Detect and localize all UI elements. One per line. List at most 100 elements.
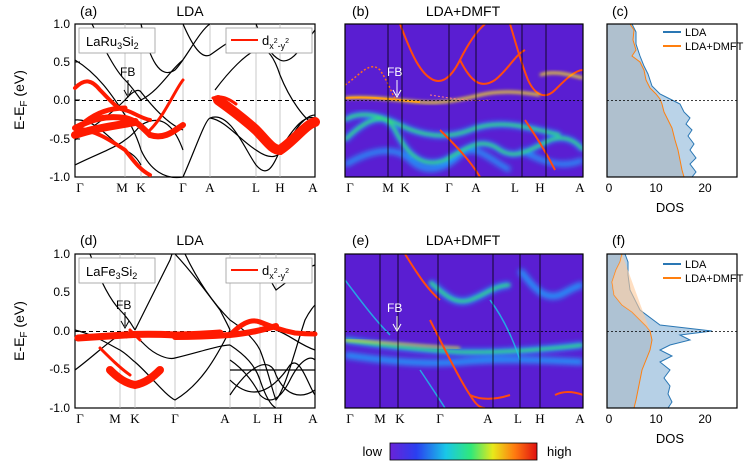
material-label: LaFe3Si2 xyxy=(86,264,137,281)
panel-a: (a) LDA xyxy=(49,3,320,195)
xtick-label: A xyxy=(308,411,318,426)
xtick-label: 10 xyxy=(649,181,663,195)
xtick-label: K xyxy=(395,411,405,426)
y-ticks xyxy=(75,61,80,140)
panel-title: LDA+DMFT xyxy=(426,3,501,19)
panel-tag: (b) xyxy=(352,3,369,19)
panel-e: (e) LDA+DMFT xyxy=(344,232,585,426)
xtick-label: Γ xyxy=(76,180,84,195)
lda-dos-line xyxy=(607,24,697,177)
colorbar: low high xyxy=(362,442,572,461)
legend-sup: 2 xyxy=(274,38,278,45)
xtick-label: A xyxy=(205,180,215,195)
ytick-label: 1.0 xyxy=(53,17,70,31)
ytick-label: 0.0 xyxy=(53,93,70,107)
panel-c: (c) LDA LDA+DMFT 0 10 20 DOS xyxy=(606,3,744,215)
xtick-label: 0 xyxy=(606,412,613,426)
xtick-label: 10 xyxy=(649,412,663,426)
dmft-dos-line xyxy=(629,24,685,177)
xtick-label: A xyxy=(471,180,481,195)
legend-sub: x xyxy=(269,41,274,51)
ytick-label: 1.0 xyxy=(53,247,70,261)
legend: LDA LDA+DMFT xyxy=(663,27,744,53)
panel-tag: (d) xyxy=(80,232,97,248)
x-axis-label: DOS xyxy=(656,431,685,446)
ytick-label: 0.5 xyxy=(53,55,70,69)
panel-tag: (a) xyxy=(80,3,97,19)
panel-b: (b) LDA+DMFT xyxy=(344,3,585,195)
panel-title: LDA xyxy=(176,3,204,19)
x-axis-label: DOS xyxy=(656,200,685,215)
panel-tag: (e) xyxy=(352,232,369,248)
x-tick-labels: Γ M K Γ A L H A xyxy=(346,180,585,195)
xtick-label: A xyxy=(575,180,585,195)
svg-text:LaRu3Si2: LaRu3Si2 xyxy=(86,34,139,51)
xtick-label: M xyxy=(116,180,128,195)
panel-d: (d) LDA xyxy=(49,232,318,426)
xtick-label: M xyxy=(374,411,386,426)
material-sub: 3 xyxy=(117,41,122,51)
legend-label: LDA xyxy=(685,27,707,39)
xtick-label: Γ xyxy=(171,411,179,426)
panel-title: LDA+DMFT xyxy=(426,232,501,248)
flat-band-label: FB xyxy=(387,301,402,315)
xtick-label: 20 xyxy=(698,181,712,195)
material-label-box: LaRu3Si2 xyxy=(78,27,156,54)
y-tick-labels: 1.0 0.5 0.0 -0.5 -1.0 xyxy=(49,17,70,184)
y-axis-label: E-EF (eV) xyxy=(11,70,30,130)
plot-area: LaRu3Si2 dx2-y2 FB xyxy=(71,23,320,179)
xtick-label: K xyxy=(130,411,140,426)
material-sub: 2 xyxy=(134,41,139,51)
xtick-label: A xyxy=(220,411,230,426)
panel-title: LDA xyxy=(176,232,204,248)
xtick-label: L xyxy=(514,411,522,426)
legend-sup: 2 xyxy=(285,38,289,45)
xtick-label: H xyxy=(275,180,284,195)
xtick-label: H xyxy=(535,411,544,426)
panel-tag: (f) xyxy=(612,232,625,248)
xtick-label: L xyxy=(253,411,261,426)
legend-label: LDA xyxy=(685,259,707,271)
x-tick-labels: Γ M K Γ A L H A xyxy=(76,180,318,195)
xtick-label: M xyxy=(382,180,394,195)
xtick-label: A xyxy=(575,411,585,426)
xtick-label: H xyxy=(273,411,282,426)
ytick-label: -1.0 xyxy=(49,170,70,184)
xtick-label: Γ xyxy=(179,180,187,195)
panel-f: (f) LDA LDA+DMFT 0 10 20 DOS xyxy=(606,232,744,446)
spectral-heatmap xyxy=(345,254,583,408)
colorbar-low-label: low xyxy=(362,444,382,459)
material-main: LaRu xyxy=(86,34,117,49)
ytick-label: -0.5 xyxy=(49,362,70,376)
x-tick-labels: 0 10 20 xyxy=(606,181,712,195)
orbital-weight-bands xyxy=(71,78,320,177)
panel-tag: (c) xyxy=(612,3,628,19)
xtick-label: K xyxy=(400,180,410,195)
legend: LDA LDA+DMFT xyxy=(663,259,744,285)
colorbar-high-label: high xyxy=(547,444,572,459)
flat-band-arrow xyxy=(392,80,402,99)
material-mid: Si xyxy=(122,34,134,49)
xtick-label: 0 xyxy=(606,181,613,195)
flat-band-arrow xyxy=(120,312,130,330)
legend-sub: -y xyxy=(278,41,286,51)
legend-main: d xyxy=(262,33,269,48)
flat-band-arrow xyxy=(123,80,133,99)
y-axis-label: E-EF (eV) xyxy=(11,301,30,361)
legend-label: dx2-y2 xyxy=(262,263,289,281)
flat-band-arrow xyxy=(392,316,402,333)
svg-text:dx2-y2: dx2-y2 xyxy=(262,33,289,51)
xtick-label: H xyxy=(535,180,544,195)
xtick-label: L xyxy=(252,180,260,195)
xtick-label: K xyxy=(136,180,146,195)
xtick-label: A xyxy=(308,180,318,195)
flat-band-label: FB xyxy=(387,65,402,79)
spectral-heatmap xyxy=(345,24,583,177)
xtick-label: Γ xyxy=(76,411,84,426)
xtick-label: L xyxy=(511,180,519,195)
xtick-label: Γ xyxy=(346,411,354,426)
xtick-label: 20 xyxy=(698,412,712,426)
legend: dx2-y2 xyxy=(225,27,313,54)
xtick-label: M xyxy=(109,411,121,426)
